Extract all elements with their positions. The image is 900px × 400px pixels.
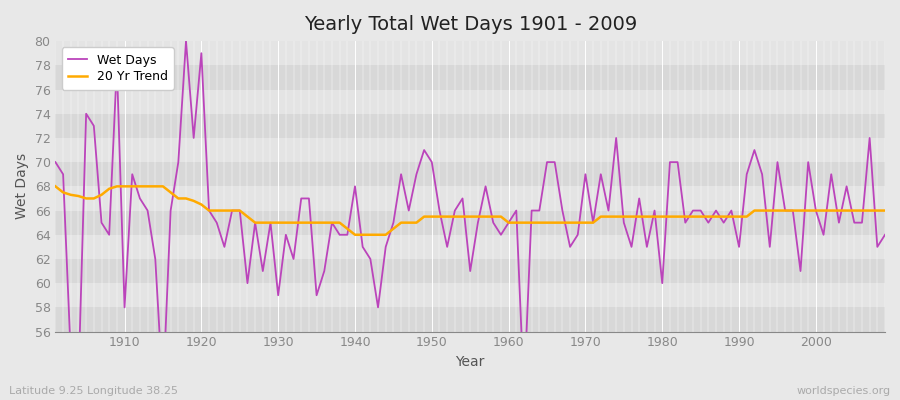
Bar: [56, 259, 885, 283]
Bar: [56, 65, 885, 90]
Title: Yearly Total Wet Days 1901 - 2009: Yearly Total Wet Days 1901 - 2009: [303, 15, 637, 34]
X-axis label: Year: Year: [455, 355, 485, 369]
Bar: [56, 235, 885, 259]
Line: Wet Days: Wet Days: [56, 41, 885, 392]
Wet Days: [342, 232, 353, 237]
Wet Days: [50, 160, 61, 164]
Wet Days: [518, 390, 529, 394]
Bar: [56, 90, 885, 114]
20 Yr Trend: [511, 220, 522, 225]
20 Yr Trend: [603, 214, 614, 219]
20 Yr Trend: [349, 232, 360, 237]
Bar: [56, 283, 885, 307]
Bar: [56, 186, 885, 210]
20 Yr Trend: [50, 184, 61, 189]
Bar: [56, 307, 885, 332]
Wet Days: [611, 136, 622, 140]
Bar: [56, 210, 885, 235]
20 Yr Trend: [879, 208, 890, 213]
20 Yr Trend: [503, 220, 514, 225]
Text: Latitude 9.25 Longitude 38.25: Latitude 9.25 Longitude 38.25: [9, 386, 178, 396]
Wet Days: [158, 390, 168, 394]
Text: worldspecies.org: worldspecies.org: [796, 386, 891, 396]
Bar: [56, 138, 885, 162]
Wet Days: [112, 63, 122, 68]
Wet Days: [511, 208, 522, 213]
Bar: [56, 114, 885, 138]
Bar: [56, 41, 885, 65]
Y-axis label: Wet Days: Wet Days: [15, 153, 29, 220]
Bar: [56, 162, 885, 186]
Wet Days: [879, 232, 890, 237]
Wet Days: [296, 196, 307, 201]
Legend: Wet Days, 20 Yr Trend: Wet Days, 20 Yr Trend: [62, 47, 174, 90]
20 Yr Trend: [327, 220, 338, 225]
20 Yr Trend: [281, 220, 292, 225]
Wet Days: [181, 39, 192, 44]
Line: 20 Yr Trend: 20 Yr Trend: [56, 186, 885, 235]
20 Yr Trend: [112, 184, 122, 189]
